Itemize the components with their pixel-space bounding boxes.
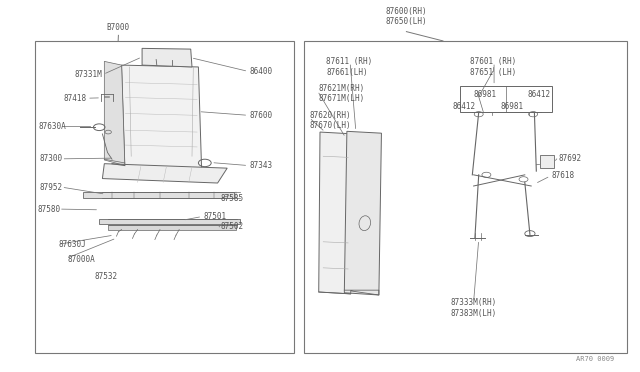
Text: 87618: 87618 [552,171,575,180]
Polygon shape [122,65,202,169]
Text: 87343: 87343 [250,161,273,170]
Text: 87418: 87418 [63,94,86,103]
Text: AR70 0009: AR70 0009 [576,356,614,362]
Bar [460,86,552,112]
Text: 87580: 87580 [37,205,60,214]
Text: 87630A: 87630A [38,122,66,131]
Polygon shape [142,48,192,67]
Bar [540,155,554,168]
Text: 87502: 87502 [221,222,244,231]
Text: 87620(RH)
87670(LH): 87620(RH) 87670(LH) [310,111,351,130]
Text: 86412: 86412 [528,90,551,99]
Text: 87630J: 87630J [59,240,86,249]
Text: 86981: 86981 [474,90,497,99]
Text: B7000: B7000 [107,23,130,32]
Text: 86412: 86412 [452,102,476,110]
Text: 87300: 87300 [40,154,63,163]
Polygon shape [344,131,381,295]
Text: 87952: 87952 [40,183,63,192]
Text: 87501: 87501 [204,212,227,221]
Text: 87611 (RH)
87661(LH): 87611 (RH) 87661(LH) [326,57,372,77]
Bar [35,41,294,353]
Bar [83,192,234,198]
Polygon shape [104,61,125,166]
Text: 87333M(RH)
87383M(LH): 87333M(RH) 87383M(LH) [451,298,497,318]
Text: 87532: 87532 [94,272,117,280]
Text: 87585: 87585 [221,194,244,203]
Bar [108,225,236,230]
Text: 87601 (RH)
87651 (LH): 87601 (RH) 87651 (LH) [470,57,516,77]
Text: 87600(RH)
87650(LH): 87600(RH) 87650(LH) [385,7,428,26]
Text: 87621M(RH)
87671M(LH): 87621M(RH) 87671M(LH) [318,84,364,103]
Bar [304,41,627,353]
Text: 87331M: 87331M [75,70,102,79]
Text: 87600: 87600 [250,111,273,120]
Polygon shape [102,164,227,183]
Bar [99,219,240,224]
Text: 87692: 87692 [558,154,581,163]
Text: 86400: 86400 [250,67,273,76]
Polygon shape [319,132,353,294]
Text: 87000A: 87000A [67,255,95,264]
Text: 86981: 86981 [500,102,524,110]
